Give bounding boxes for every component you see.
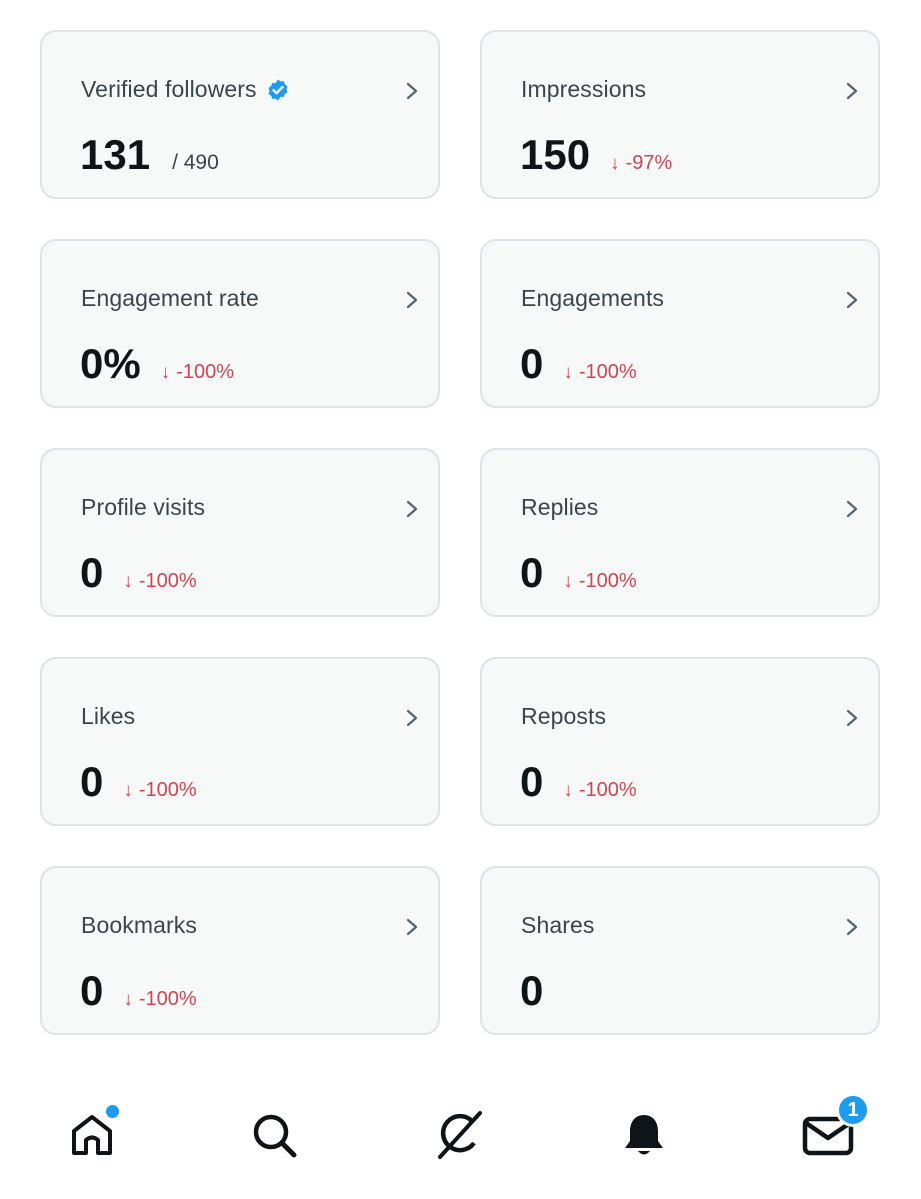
chevron-right-icon xyxy=(846,709,858,727)
metric-value: 131 xyxy=(80,131,151,178)
bell-icon xyxy=(625,1115,663,1155)
card-replies[interactable]: Replies 0 ↓ -100% xyxy=(480,448,880,617)
tab-search[interactable] xyxy=(244,1105,304,1165)
search-icon xyxy=(253,1114,297,1158)
metric-row: 0 ↓ -100% xyxy=(80,759,197,805)
metric-delta: ↓ -100% xyxy=(161,361,234,384)
delta-value: -100% xyxy=(138,570,197,592)
down-arrow-icon: ↓ xyxy=(123,571,133,592)
grok-icon xyxy=(438,1111,482,1159)
card-engagement-rate[interactable]: Engagement rate 0% ↓ -100% xyxy=(40,239,440,408)
verified-badge-icon xyxy=(266,78,290,102)
card-verified-followers[interactable]: Verified followers 131 / 490 xyxy=(40,30,440,199)
metric-row: 0 xyxy=(520,968,543,1014)
chevron-right-icon xyxy=(846,291,858,309)
metric-total: / 490 xyxy=(172,151,219,174)
down-arrow-icon: ↓ xyxy=(123,780,133,801)
metric-row: 0% ↓ -100% xyxy=(80,341,234,387)
metric-value: 0 xyxy=(80,967,104,1014)
delta-value: -100% xyxy=(578,361,637,383)
metric-value: 0 xyxy=(520,340,544,387)
card-likes[interactable]: Likes 0 ↓ -100% xyxy=(40,657,440,826)
chevron-right-icon xyxy=(406,82,418,100)
card-title: Bookmarks xyxy=(81,912,197,938)
metric-delta: ↓ -100% xyxy=(123,779,196,802)
metric-delta: ↓ -100% xyxy=(123,570,196,593)
tab-grok[interactable] xyxy=(430,1105,490,1165)
metric-value: 150 xyxy=(520,131,591,178)
metric-value: 0 xyxy=(80,758,104,805)
card-title: Likes xyxy=(81,703,136,729)
mail-icon xyxy=(802,1116,854,1156)
card-reposts[interactable]: Reposts 0 ↓ -100% xyxy=(480,657,880,826)
delta-value: -100% xyxy=(176,361,235,383)
down-arrow-icon: ↓ xyxy=(563,780,573,801)
metric-row: 0 ↓ -100% xyxy=(80,550,197,596)
card-shares[interactable]: Shares 0 xyxy=(480,866,880,1035)
down-arrow-icon: ↓ xyxy=(563,362,573,383)
down-arrow-icon: ↓ xyxy=(610,153,620,174)
card-profile-visits[interactable]: Profile visits 0 ↓ -100% xyxy=(40,448,440,617)
metric-delta: ↓ -100% xyxy=(563,570,636,593)
card-title: Impressions xyxy=(521,76,647,102)
delta-value: -100% xyxy=(578,570,637,592)
metric-row: 0 ↓ -100% xyxy=(520,550,637,596)
card-title: Replies xyxy=(521,494,599,520)
metric-delta: ↓ -100% xyxy=(563,779,636,802)
card-impressions[interactable]: Impressions 150 ↓ -97% xyxy=(480,30,880,199)
chevron-right-icon xyxy=(846,82,858,100)
chevron-right-icon xyxy=(406,291,418,309)
metric-value: 0 xyxy=(520,758,544,805)
down-arrow-icon: ↓ xyxy=(123,989,133,1010)
card-title: Shares xyxy=(521,912,595,938)
card-engagements[interactable]: Engagements 0 ↓ -100% xyxy=(480,239,880,408)
tab-notifications[interactable] xyxy=(614,1105,674,1165)
metric-row: 0 ↓ -100% xyxy=(520,341,637,387)
metric-row: 131 / 490 xyxy=(80,132,219,178)
metric-row: 150 ↓ -97% xyxy=(520,132,672,178)
metric-delta: ↓ -100% xyxy=(123,988,196,1011)
metric-row: 0 ↓ -100% xyxy=(520,759,637,805)
metric-value: 0 xyxy=(80,549,104,596)
chevron-right-icon xyxy=(406,918,418,936)
analytics-grid: Verified followers 131 / 490 Impressions… xyxy=(40,30,880,1035)
card-title: Engagements xyxy=(521,285,665,311)
chevron-right-icon xyxy=(406,709,418,727)
metric-delta: ↓ -97% xyxy=(610,152,672,175)
tab-home[interactable] xyxy=(62,1103,122,1165)
metric-delta: ↓ -100% xyxy=(563,361,636,384)
home-icon xyxy=(72,1115,112,1155)
metric-row: 0 ↓ -100% xyxy=(80,968,197,1014)
card-title: Reposts xyxy=(521,703,607,729)
card-title: Profile visits xyxy=(81,494,206,520)
metric-value: 0 xyxy=(520,549,544,596)
home-notification-dot xyxy=(104,1103,121,1120)
messages-badge: 1 xyxy=(836,1093,870,1127)
card-title-label: Verified followers xyxy=(81,76,257,102)
down-arrow-icon: ↓ xyxy=(563,571,573,592)
chevron-right-icon xyxy=(406,500,418,518)
chevron-right-icon xyxy=(846,918,858,936)
down-arrow-icon: ↓ xyxy=(160,362,171,383)
delta-value: -100% xyxy=(578,779,637,801)
metric-value: 0% xyxy=(80,340,141,387)
card-title: Verified followers xyxy=(81,76,290,103)
chevron-right-icon xyxy=(846,500,858,518)
tab-messages[interactable]: 1 xyxy=(798,1093,870,1165)
metric-value: 0 xyxy=(520,967,544,1014)
card-bookmarks[interactable]: Bookmarks 0 ↓ -100% xyxy=(40,866,440,1035)
delta-value: -97% xyxy=(625,152,673,174)
card-title: Engagement rate xyxy=(81,285,259,311)
delta-value: -100% xyxy=(138,988,197,1010)
bottom-tab-bar: 1 xyxy=(0,1085,921,1199)
delta-value: -100% xyxy=(138,779,197,801)
